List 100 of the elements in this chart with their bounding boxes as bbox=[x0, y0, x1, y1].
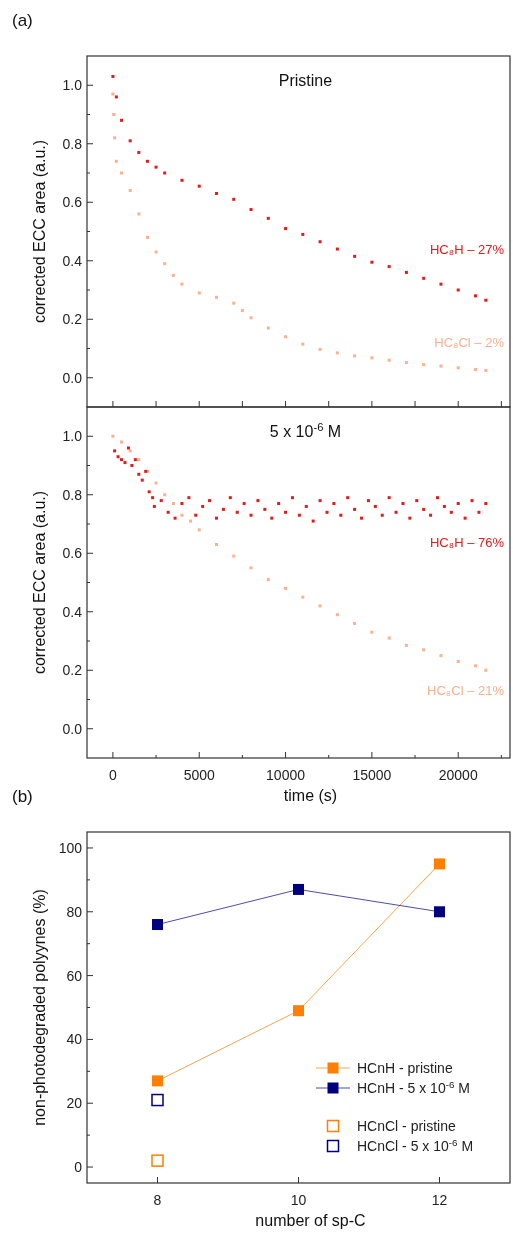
text: (a) bbox=[12, 11, 33, 30]
x-tick-label: 10000 bbox=[266, 767, 306, 783]
point bbox=[163, 171, 167, 175]
y-tick-label: 0.8 bbox=[62, 486, 83, 503]
point bbox=[214, 295, 218, 299]
point bbox=[422, 276, 426, 280]
y-tick-label: 20 bbox=[66, 1095, 83, 1112]
point bbox=[404, 270, 408, 274]
point bbox=[484, 668, 488, 672]
point bbox=[151, 1154, 164, 1167]
y-tick-label: 0.6 bbox=[62, 194, 83, 211]
y-tick-label: 0.8 bbox=[62, 135, 83, 152]
point bbox=[404, 643, 408, 647]
y-tick-label: 0 bbox=[74, 1159, 83, 1176]
point bbox=[171, 502, 175, 506]
point bbox=[232, 301, 236, 305]
point bbox=[370, 260, 374, 264]
y-tick-label: 1.0 bbox=[62, 77, 83, 94]
point bbox=[154, 165, 158, 169]
point bbox=[266, 326, 270, 330]
point bbox=[335, 247, 339, 251]
point bbox=[154, 250, 158, 254]
x-tick-label: 10 bbox=[290, 1192, 307, 1208]
point bbox=[456, 659, 460, 663]
point bbox=[111, 74, 115, 78]
point bbox=[301, 342, 305, 346]
point bbox=[301, 595, 305, 599]
legend-label: HCnH - pristine bbox=[357, 1060, 453, 1076]
x-tick-label: 5000 bbox=[183, 767, 215, 783]
point bbox=[114, 159, 118, 163]
point bbox=[370, 356, 374, 360]
point bbox=[214, 191, 218, 195]
point bbox=[197, 528, 201, 532]
point bbox=[353, 254, 357, 258]
point bbox=[484, 368, 488, 372]
y-tick-label: 0.2 bbox=[62, 311, 83, 328]
x-axis-title: number of sp-C bbox=[255, 1212, 366, 1229]
point bbox=[214, 542, 218, 546]
text: (b) bbox=[12, 787, 33, 806]
point bbox=[473, 664, 477, 668]
point bbox=[318, 240, 322, 244]
x-tick-label: 12 bbox=[431, 1192, 448, 1208]
y-tick-label: 0.4 bbox=[62, 252, 83, 269]
point bbox=[249, 316, 253, 320]
text: 5 x 10$^{-6}$ M bbox=[269, 421, 342, 440]
legend-label: HCnCl - 5 x 10$^{-6}$ M bbox=[357, 1136, 474, 1154]
y-axis-title: non-photodegraded polyynes (%) bbox=[31, 889, 48, 1126]
point bbox=[197, 184, 201, 188]
point bbox=[151, 1093, 164, 1107]
point bbox=[128, 139, 132, 143]
point bbox=[353, 354, 357, 358]
y-tick-label: 80 bbox=[66, 903, 83, 920]
point bbox=[335, 351, 339, 355]
point bbox=[266, 578, 270, 582]
x-tick-label: 8 bbox=[153, 1192, 162, 1208]
text: Pristine bbox=[278, 72, 333, 89]
point bbox=[112, 113, 116, 116]
y-tick-label: 1.0 bbox=[62, 428, 83, 445]
point bbox=[128, 189, 132, 193]
series-label: HC₈H – 27% bbox=[429, 242, 505, 258]
point bbox=[484, 298, 488, 302]
y-tick-label: 0.2 bbox=[62, 662, 83, 679]
point bbox=[335, 613, 339, 617]
point bbox=[232, 554, 236, 558]
point bbox=[434, 906, 445, 918]
series-label: HC₈H – 76% bbox=[429, 534, 505, 550]
point bbox=[145, 159, 149, 163]
point bbox=[163, 493, 167, 497]
point bbox=[171, 273, 175, 277]
point bbox=[387, 636, 391, 640]
point bbox=[439, 654, 443, 658]
point bbox=[434, 858, 445, 870]
point bbox=[387, 358, 391, 362]
point bbox=[318, 347, 322, 351]
point bbox=[284, 227, 288, 231]
y-tick-label: 40 bbox=[66, 1031, 83, 1048]
point bbox=[113, 136, 117, 140]
point bbox=[232, 197, 236, 201]
point bbox=[266, 216, 270, 220]
point bbox=[318, 604, 322, 608]
point bbox=[137, 151, 141, 155]
y-axis-title: corrected ECC area (a.u.) bbox=[31, 490, 48, 675]
y-tick-label: 0.0 bbox=[62, 720, 83, 737]
point bbox=[240, 308, 244, 312]
point bbox=[180, 178, 184, 182]
point bbox=[404, 361, 408, 365]
point bbox=[111, 434, 115, 438]
point bbox=[120, 440, 124, 444]
point bbox=[137, 458, 141, 462]
point bbox=[422, 648, 426, 652]
point bbox=[284, 586, 288, 590]
x-tick-label: 20000 bbox=[438, 767, 478, 783]
point bbox=[422, 363, 426, 367]
point bbox=[180, 282, 184, 286]
point bbox=[120, 118, 124, 122]
series-label: HC₈Cl – 2% bbox=[434, 335, 505, 351]
point bbox=[370, 630, 374, 634]
point bbox=[197, 291, 201, 295]
x-axis-title: time (s) bbox=[283, 787, 338, 804]
point bbox=[456, 288, 460, 292]
